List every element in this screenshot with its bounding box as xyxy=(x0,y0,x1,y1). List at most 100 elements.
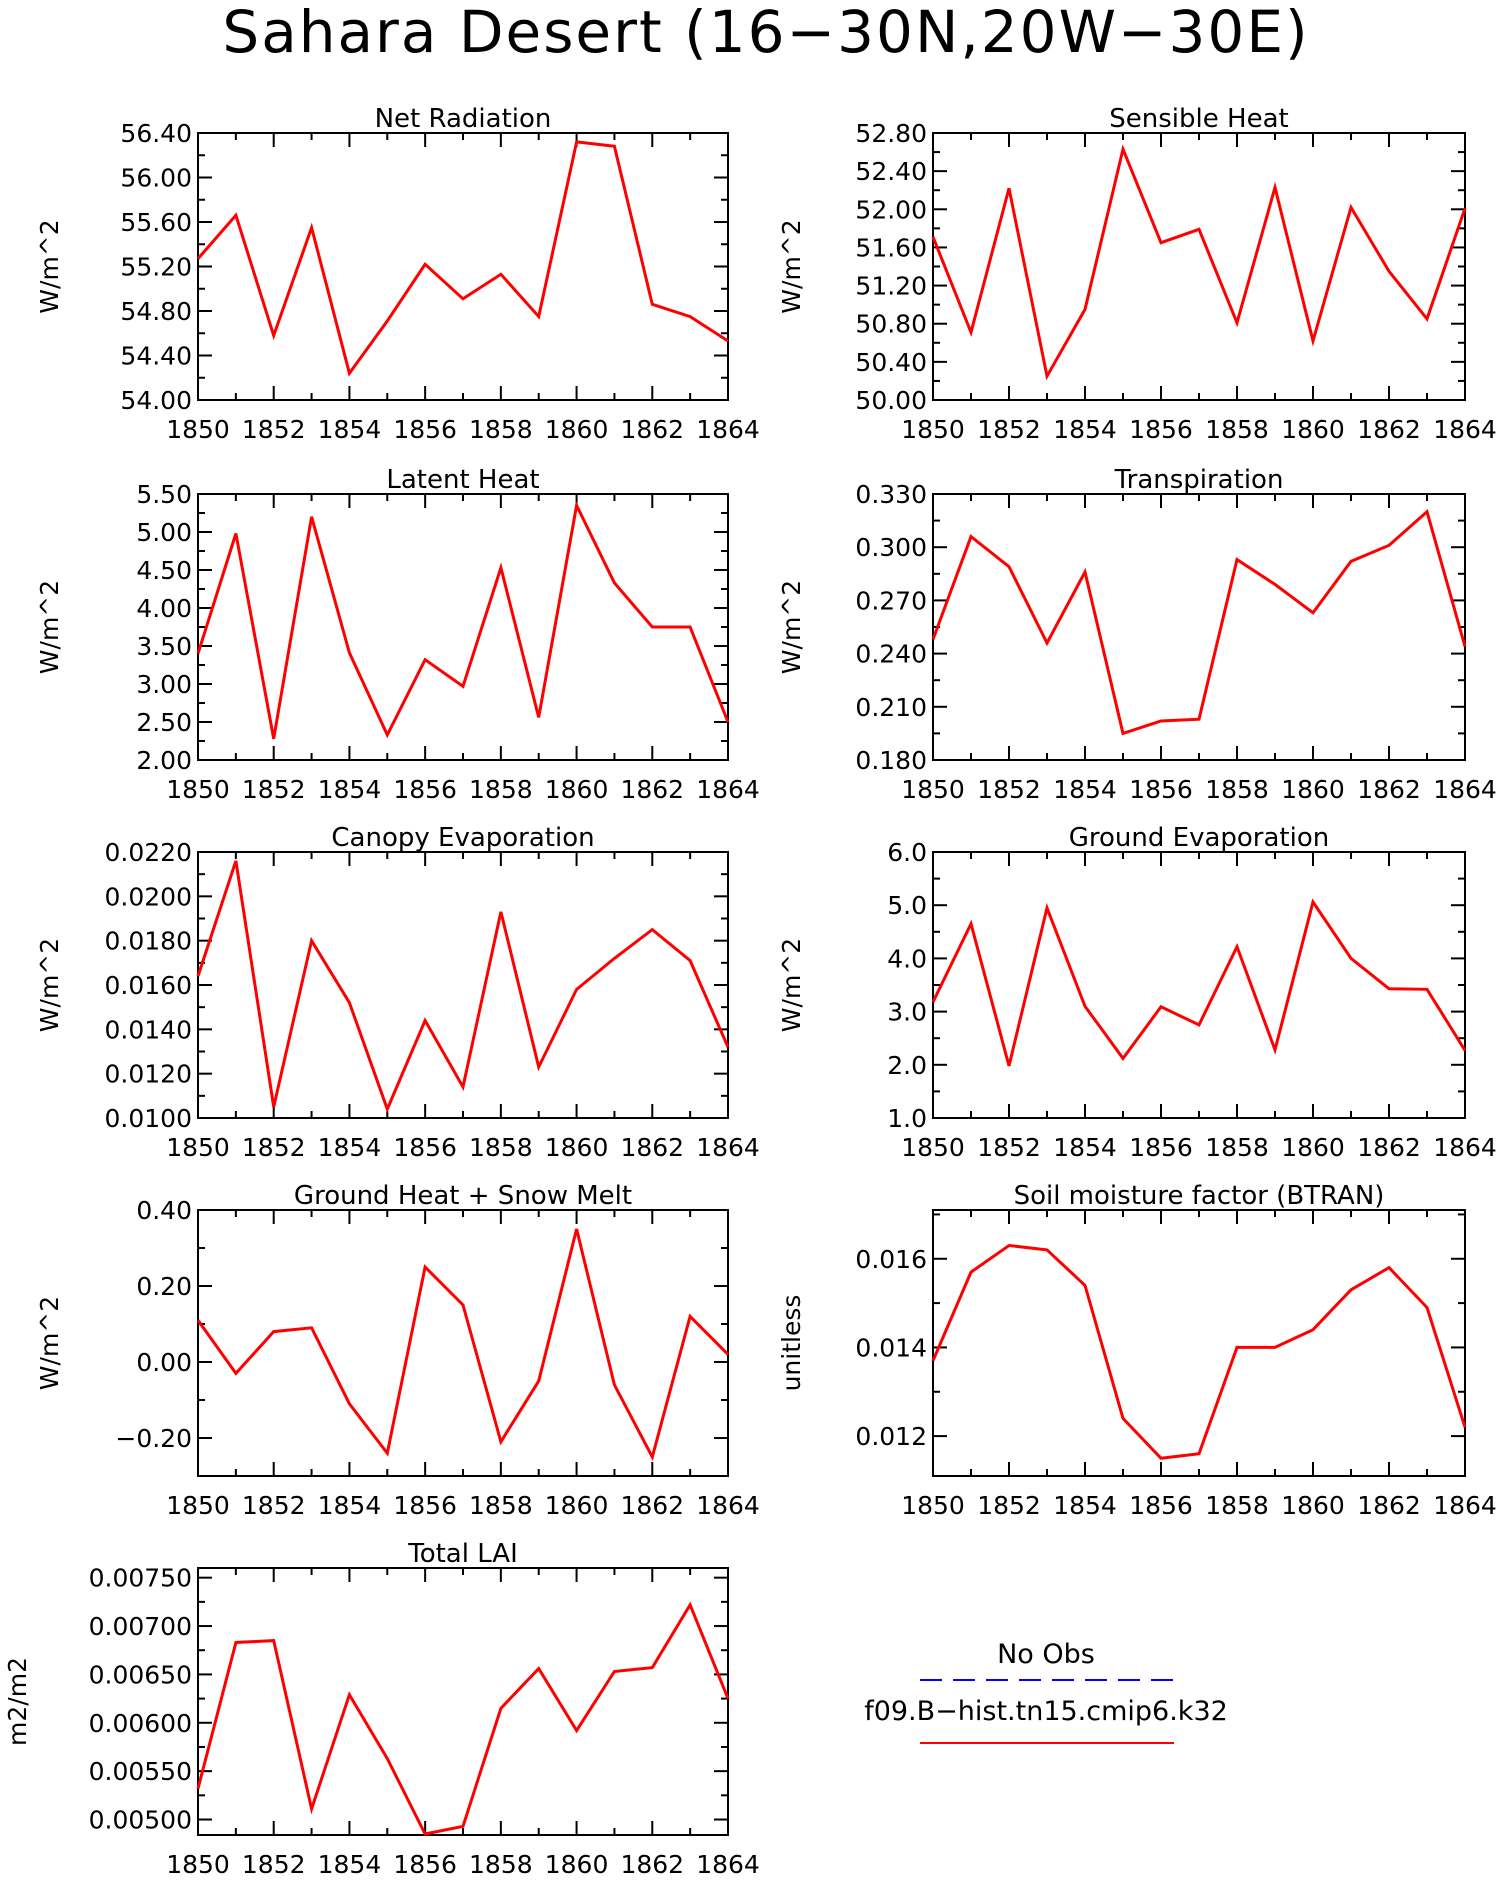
x-tick-label: 1850 xyxy=(901,1133,965,1162)
y-axis-label: W/m^2 xyxy=(35,938,64,1032)
y-tick-label: 50.00 xyxy=(855,386,927,415)
x-tick-label: 1862 xyxy=(620,1133,684,1162)
y-tick-label: 3.00 xyxy=(136,670,192,699)
panel-8: Soil moisture factor (BTRAN) 1850 1852 1854… xyxy=(777,1181,1497,1520)
x-tick-label: 1860 xyxy=(1281,1491,1345,1520)
y-tick-label: 0.00750 xyxy=(89,1564,192,1593)
y-tick-label: 0.00550 xyxy=(89,1757,192,1786)
y-tick-label: 0.00500 xyxy=(89,1806,192,1835)
panel-9: Total LAI 1850 1852 1854 1856 1858 1860 1862 186… xyxy=(3,1539,760,1879)
y-tick-label: 0.00600 xyxy=(89,1709,192,1738)
y-tick-label: 0.180 xyxy=(855,746,927,775)
y-tick-label: 50.80 xyxy=(855,310,927,339)
x-tick-label: 1860 xyxy=(545,415,609,444)
x-tick-label: 1864 xyxy=(1433,415,1497,444)
y-tick-label: 0.00700 xyxy=(89,1612,192,1641)
y-tick-label: 54.00 xyxy=(120,386,192,415)
x-tick-label: 1858 xyxy=(1205,415,1269,444)
series-line xyxy=(931,144,1467,381)
x-tick-label: 1864 xyxy=(696,1491,760,1520)
x-tick-label: 1854 xyxy=(1053,775,1117,804)
y-tick-label: 0.330 xyxy=(855,480,927,509)
x-tick-label: 1856 xyxy=(393,775,457,804)
y-tick-label: 1.0 xyxy=(887,1104,927,1133)
y-axis-label: W/m^2 xyxy=(35,219,64,313)
x-tick-label: 1856 xyxy=(1129,415,1193,444)
series-line xyxy=(196,1601,730,1836)
x-tick-label: 1850 xyxy=(901,415,965,444)
y-tick-label: 0.0180 xyxy=(105,927,192,956)
y-tick-label: 4.0 xyxy=(887,944,927,973)
x-tick-label: 1856 xyxy=(1129,775,1193,804)
x-tick-label: 1862 xyxy=(1357,415,1421,444)
legend-obs-label: No Obs xyxy=(997,1639,1095,1670)
panel-3: Latent Heat 1850 1852 1854 1856 1858 1860 1862 1… xyxy=(35,465,760,804)
x-tick-label: 1860 xyxy=(545,775,609,804)
y-tick-label: 52.80 xyxy=(855,119,927,148)
y-axis-label: W/m^2 xyxy=(777,580,806,674)
x-tick-label: 1856 xyxy=(393,1491,457,1520)
y-tick-label: 4.00 xyxy=(136,594,192,623)
panel-title: Ground Heat + Snow Melt xyxy=(294,1181,632,1211)
x-tick-label: 1862 xyxy=(620,775,684,804)
x-tick-label: 1850 xyxy=(166,775,230,804)
x-tick-label: 1862 xyxy=(620,1850,684,1879)
y-tick-label: 0.014 xyxy=(855,1333,927,1362)
plot-frame xyxy=(197,1209,729,1477)
x-tick-label: 1854 xyxy=(318,775,382,804)
figure-title: Sahara Desert (16−30N,20W−30E) xyxy=(222,0,1309,66)
series-line xyxy=(931,898,1467,1067)
x-tick-label: 1860 xyxy=(1281,415,1345,444)
x-tick-label: 1852 xyxy=(977,415,1041,444)
panel-5: Canopy Evaporation 1850 1852 1854 1856 1858 18… xyxy=(35,823,760,1162)
legend-model-label: f09.B−hist.tn15.cmip6.k32 xyxy=(864,1696,1228,1727)
y-tick-label: 0.210 xyxy=(855,693,927,722)
series-line xyxy=(196,860,730,1114)
x-tick-label: 1852 xyxy=(977,1133,1041,1162)
x-tick-label: 1860 xyxy=(545,1850,609,1879)
panel-title: Soil moisture factor (BTRAN) xyxy=(1014,1181,1385,1211)
y-tick-label: 5.50 xyxy=(136,480,192,509)
x-tick-label: 1854 xyxy=(1053,415,1117,444)
series-line xyxy=(931,508,1467,736)
panel-title: Total LAI xyxy=(407,1539,518,1569)
y-tick-label: 0.012 xyxy=(855,1422,927,1451)
x-tick-label: 1860 xyxy=(545,1133,609,1162)
x-tick-label: 1858 xyxy=(469,415,533,444)
x-tick-label: 1854 xyxy=(318,1850,382,1879)
x-tick-label: 1858 xyxy=(469,1491,533,1520)
x-tick-label: 1864 xyxy=(1433,775,1497,804)
y-tick-label: 2.00 xyxy=(136,746,192,775)
y-tick-label: 0.270 xyxy=(855,586,927,615)
x-tick-label: 1856 xyxy=(393,415,457,444)
y-tick-label: 0.00 xyxy=(136,1348,192,1377)
y-tick-label: 3.50 xyxy=(136,632,192,661)
y-tick-label: 0.0100 xyxy=(105,1104,192,1133)
x-tick-label: 1852 xyxy=(242,1850,306,1879)
y-axis-label: W/m^2 xyxy=(777,219,806,313)
series-line xyxy=(196,500,730,739)
y-tick-label: 2.50 xyxy=(136,708,192,737)
y-tick-label: 54.40 xyxy=(120,342,192,371)
x-tick-label: 1858 xyxy=(1205,1133,1269,1162)
panel-title: Ground Evaporation xyxy=(1069,823,1329,853)
y-tick-label: 0.0160 xyxy=(105,971,192,1000)
plot-frame xyxy=(197,1567,729,1836)
x-tick-label: 1864 xyxy=(696,1133,760,1162)
x-tick-label: 1854 xyxy=(1053,1133,1117,1162)
panel-title: Transpiration xyxy=(1114,465,1284,495)
panel-1: Net Radiation 1850 1852 1854 1856 1858 1860 186… xyxy=(35,104,760,444)
x-tick-label: 1862 xyxy=(620,1491,684,1520)
y-tick-label: 0.0200 xyxy=(105,882,192,911)
x-tick-label: 1862 xyxy=(1357,1133,1421,1162)
y-tick-label: 54.80 xyxy=(120,297,192,326)
y-tick-label: 56.00 xyxy=(120,164,192,193)
x-tick-label: 1864 xyxy=(696,415,760,444)
y-tick-label: 52.40 xyxy=(855,157,927,186)
panel-6: Ground Evaporation 1850 1852 1854 1856 1858 18… xyxy=(777,823,1497,1162)
x-tick-label: 1860 xyxy=(545,1491,609,1520)
y-tick-label: 3.0 xyxy=(887,998,927,1027)
x-tick-label: 1850 xyxy=(166,1491,230,1520)
x-tick-label: 1856 xyxy=(393,1850,457,1879)
